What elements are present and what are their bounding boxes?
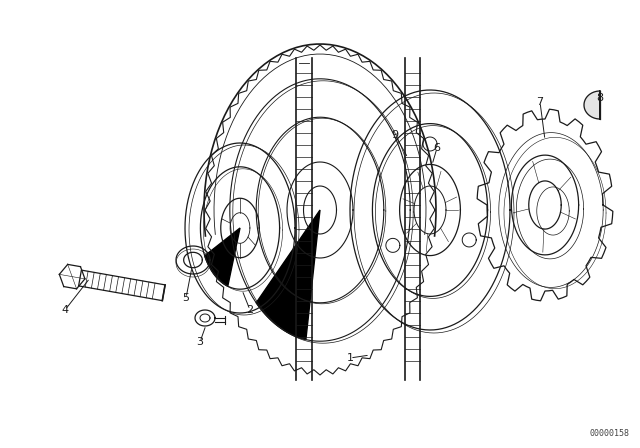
Polygon shape xyxy=(584,91,600,119)
Text: 1: 1 xyxy=(346,353,353,363)
Polygon shape xyxy=(205,228,240,286)
Text: 3: 3 xyxy=(196,337,204,347)
Text: 8: 8 xyxy=(596,93,604,103)
Text: 9: 9 xyxy=(392,130,399,140)
Text: 7: 7 xyxy=(536,97,543,107)
Text: 6: 6 xyxy=(433,143,440,153)
Text: 5: 5 xyxy=(182,293,189,303)
Text: 4: 4 xyxy=(61,305,68,315)
Polygon shape xyxy=(256,210,320,340)
Text: 2: 2 xyxy=(246,305,253,315)
Text: 00000158: 00000158 xyxy=(590,429,630,438)
